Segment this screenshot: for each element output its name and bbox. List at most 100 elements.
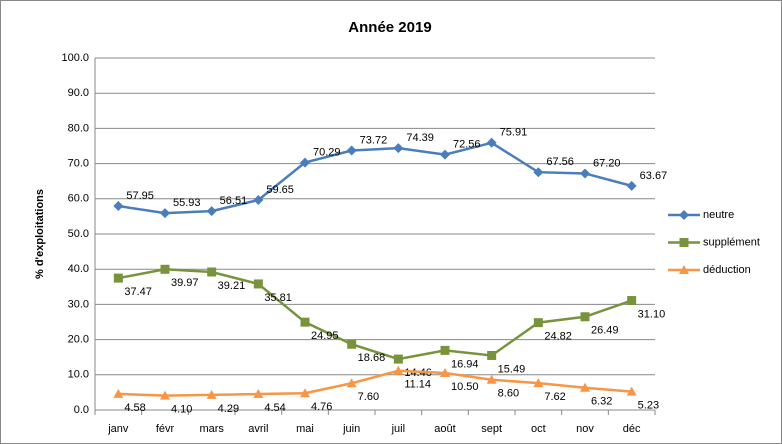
marker (533, 167, 544, 178)
data-label: 37.47 (124, 286, 152, 298)
data-label: 74.39 (406, 132, 434, 144)
data-label: 59.65 (266, 184, 294, 196)
marker (393, 365, 404, 375)
x-tick-label: août (434, 423, 455, 435)
marker (160, 208, 170, 219)
x-tick-label: sept (481, 423, 502, 435)
x-tick-label: juin (342, 423, 360, 435)
marker (113, 273, 123, 283)
series-line (118, 268, 633, 361)
marker (393, 143, 404, 154)
data-label: 11.14 (404, 379, 431, 391)
marker (160, 390, 170, 400)
marker (113, 388, 124, 398)
data-label: 67.20 (593, 157, 621, 169)
data-label: 67.56 (546, 156, 574, 168)
chart-title: Année 2019 (348, 19, 431, 36)
marker (253, 195, 264, 206)
data-label: 73.72 (360, 134, 388, 146)
data-label: 5.23 (638, 399, 659, 411)
marker (533, 318, 543, 328)
data-label: 4.58 (124, 402, 145, 414)
marker (346, 378, 357, 388)
marker (160, 264, 170, 274)
data-label: 57.95 (126, 190, 154, 202)
marker (207, 267, 217, 277)
marker (679, 238, 689, 247)
marker (486, 374, 497, 384)
marker (440, 149, 450, 160)
y-tick-label: 90.0 (68, 87, 89, 99)
marker (487, 350, 497, 360)
marker (440, 345, 450, 355)
data-label: 39.97 (171, 277, 199, 289)
y-tick-label: 50.0 (68, 228, 89, 240)
marker (679, 265, 689, 274)
legend-label: déduction (703, 264, 751, 276)
data-label: 7.60 (358, 391, 379, 403)
x-tick-label: nov (576, 423, 594, 435)
data-label: 56.51 (220, 195, 248, 207)
y-tick-label: 100.0 (61, 52, 89, 64)
marker (486, 137, 497, 148)
data-label: 4.29 (218, 403, 239, 415)
data-label: 39.21 (218, 280, 246, 292)
data-label: 6.32 (591, 396, 612, 408)
marker (300, 388, 310, 398)
series-line (118, 141, 632, 215)
marker (346, 145, 357, 156)
marker (679, 210, 689, 220)
data-label: 31.10 (638, 308, 666, 320)
legend-label: neutre (703, 209, 734, 221)
marker (347, 339, 357, 349)
data-label: 75.91 (500, 127, 528, 139)
x-tick-label: avril (248, 423, 268, 435)
data-label: 10.50 (451, 381, 479, 393)
marker (206, 389, 217, 399)
marker (300, 317, 310, 327)
marker (580, 312, 590, 322)
y-tick-label: 0.0 (74, 404, 89, 416)
y-axis-label: % d'exploitations (34, 189, 46, 279)
data-label: 72.56 (453, 138, 481, 150)
data-label: 14.46 (404, 367, 432, 379)
marker (206, 206, 217, 217)
data-label: 7.62 (544, 391, 565, 403)
marker (626, 386, 637, 396)
data-label: 4.76 (311, 401, 332, 413)
y-tick-label: 20.0 (68, 334, 89, 346)
x-tick-label: juil (391, 423, 405, 435)
x-tick-label: oct (531, 423, 546, 435)
data-label: 24.82 (544, 331, 572, 343)
marker (580, 382, 590, 392)
data-label: 4.54 (264, 402, 285, 414)
y-tick-label: 10.0 (68, 369, 89, 381)
data-label: 8.60 (498, 388, 519, 400)
data-label: 16.94 (451, 358, 479, 370)
x-tick-label: févr (156, 423, 175, 435)
data-label: 55.93 (173, 197, 201, 209)
data-label: 26.49 (591, 325, 619, 337)
legend-label: supplément (703, 236, 760, 248)
marker (626, 180, 637, 191)
data-label: 4.10 (171, 403, 192, 415)
data-label: 15.49 (498, 363, 526, 375)
marker (440, 368, 450, 378)
marker (253, 279, 263, 289)
data-label: 35.81 (264, 292, 292, 304)
x-tick-label: janv (107, 423, 129, 435)
marker (393, 354, 403, 364)
marker (300, 157, 310, 168)
y-tick-label: 60.0 (68, 193, 89, 205)
y-tick-label: 80.0 (68, 122, 89, 134)
data-label: 18.68 (358, 352, 386, 364)
marker (627, 296, 637, 306)
series-line (118, 369, 632, 397)
y-tick-label: 40.0 (68, 263, 89, 275)
y-tick-label: 30.0 (68, 298, 89, 310)
x-tick-label: déc (623, 423, 641, 435)
marker (580, 168, 590, 179)
marker (253, 389, 264, 399)
